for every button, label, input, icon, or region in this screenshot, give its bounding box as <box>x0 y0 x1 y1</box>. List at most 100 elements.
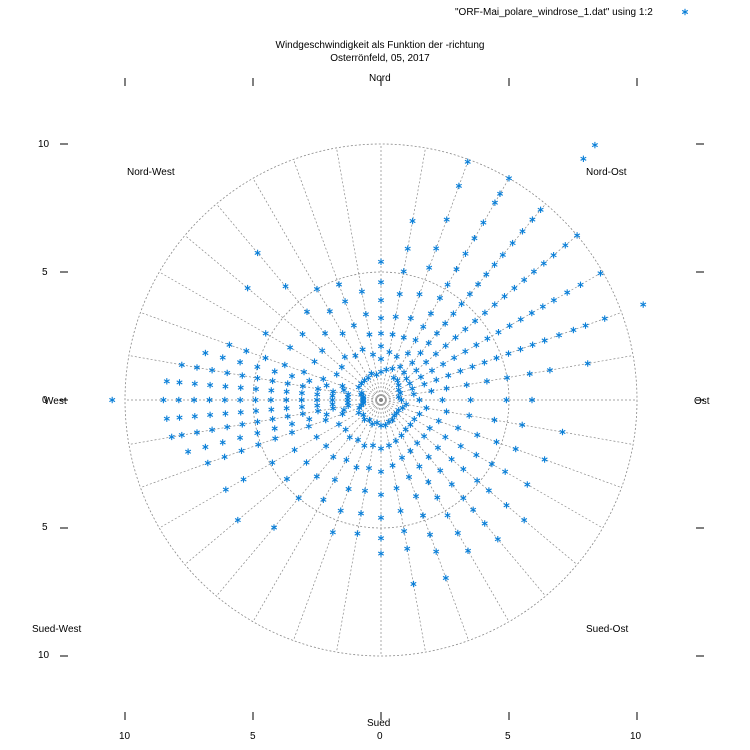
data-point <box>287 344 294 351</box>
data-point <box>299 383 306 390</box>
data-point <box>495 329 502 336</box>
data-point <box>484 335 491 342</box>
y-tick-label-top-5: 5 <box>42 267 48 278</box>
data-point <box>281 361 288 369</box>
data-point <box>253 385 260 393</box>
data-point <box>413 367 420 374</box>
grid-spoke <box>252 178 382 401</box>
data-point <box>226 341 233 348</box>
data-point <box>365 374 372 381</box>
data-point <box>268 387 275 394</box>
data-point <box>283 396 290 404</box>
data-point <box>443 385 450 392</box>
data-point <box>455 182 462 190</box>
data-point <box>401 527 408 535</box>
data-point <box>491 261 498 268</box>
data-point <box>493 438 500 446</box>
data-point <box>313 396 321 404</box>
data-point <box>458 300 465 308</box>
data-point <box>283 388 290 395</box>
data-point <box>314 402 321 409</box>
y-tick-label-top-10: 10 <box>38 139 50 150</box>
data-point <box>389 331 396 338</box>
grid-spoke <box>380 399 634 445</box>
axis-ticks <box>60 78 704 720</box>
data-point <box>426 264 433 271</box>
data-point <box>442 342 449 349</box>
data-point <box>519 421 526 429</box>
data-point <box>295 494 302 502</box>
data-point <box>451 354 458 361</box>
data-point <box>539 303 546 310</box>
data-point <box>564 289 571 296</box>
data-point <box>423 359 430 366</box>
data-point <box>237 434 244 441</box>
data-point <box>425 453 432 461</box>
data-point <box>445 372 452 379</box>
data-point <box>221 396 228 404</box>
data-point <box>529 216 536 223</box>
data-point <box>436 294 443 302</box>
data-point <box>480 219 487 226</box>
data-point <box>470 506 477 513</box>
data-point <box>207 381 214 389</box>
data-point <box>433 376 440 384</box>
grid-spoke <box>336 147 382 401</box>
data-point <box>252 396 259 404</box>
legend-marker-symbol <box>681 8 689 16</box>
data-point <box>185 448 192 455</box>
data-point <box>488 460 495 468</box>
data-point <box>163 378 170 385</box>
data-point <box>322 416 329 424</box>
data-point <box>460 465 467 473</box>
data-point <box>401 369 408 376</box>
data-point <box>444 281 451 288</box>
data-point <box>505 350 512 357</box>
data-point <box>457 442 464 450</box>
grid-spoke <box>380 147 426 401</box>
data-point <box>435 417 442 425</box>
grid-spoke <box>293 159 382 401</box>
data-point <box>580 155 587 162</box>
direction-label-west: West <box>44 396 67 407</box>
data-point <box>403 401 410 408</box>
data-point <box>640 301 647 308</box>
data-point <box>473 341 480 349</box>
data-point <box>493 354 500 362</box>
data-point <box>234 516 241 524</box>
data-point <box>474 431 481 439</box>
data-point <box>403 375 410 382</box>
data-point <box>178 361 185 369</box>
data-point <box>464 158 471 165</box>
data-point <box>254 418 261 425</box>
data-point <box>425 339 432 347</box>
direction-label-south: Sued <box>367 718 391 729</box>
data-point <box>404 545 411 552</box>
data-point <box>425 478 432 486</box>
data-point <box>471 235 478 242</box>
data-point <box>411 416 418 423</box>
data-point <box>402 426 409 433</box>
data-point <box>426 425 433 432</box>
data-point <box>398 432 405 439</box>
data-point <box>361 416 368 423</box>
data-point <box>176 414 183 421</box>
data-point <box>469 363 476 370</box>
x-tick-label-left-5: 5 <box>250 731 256 742</box>
data-point <box>354 436 361 444</box>
data-point <box>400 334 407 341</box>
data-point <box>423 404 430 412</box>
data-point <box>577 281 584 288</box>
polar-grid <box>124 143 638 657</box>
data-point <box>209 367 216 374</box>
data-point <box>442 433 449 441</box>
data-point <box>323 382 330 389</box>
data-point <box>485 487 492 494</box>
data-point <box>237 396 244 404</box>
data-point <box>314 391 321 398</box>
data-point <box>377 297 385 304</box>
data-point <box>443 408 450 415</box>
data-point <box>299 410 306 417</box>
data-point <box>373 371 380 378</box>
data-point <box>271 524 278 531</box>
